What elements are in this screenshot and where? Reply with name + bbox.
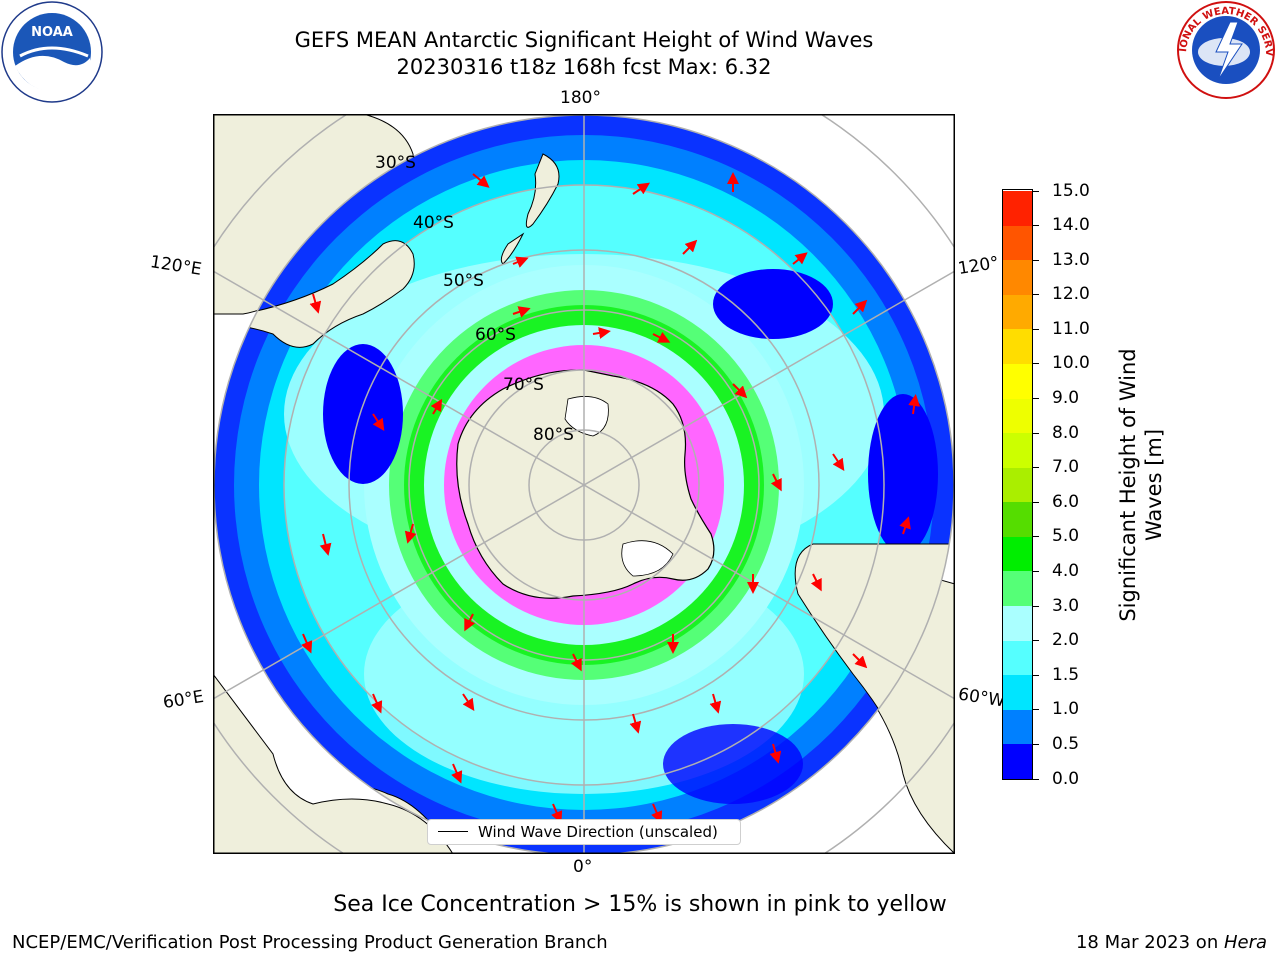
colorbar-tick-mark	[1033, 328, 1039, 330]
colorbar-band	[1003, 502, 1032, 537]
lat-label-30s: 30°S	[375, 153, 416, 173]
footer-date: 18 Mar 2023 on	[1075, 932, 1224, 953]
polar-map: 30°S 40°S 50°S 60°S 70°S 80°S	[213, 114, 955, 854]
colorbar-label-line-2: Waves [m]	[1142, 428, 1166, 542]
colorbar-tick-mark	[1033, 778, 1039, 780]
colorbar-tick-label: 3.0	[1052, 595, 1080, 616]
title-line-1: GEFS MEAN Antarctic Significant Height o…	[294, 28, 874, 52]
colorbar-tick-label: 15.0	[1052, 180, 1090, 201]
colorbar-tick-mark	[1033, 570, 1039, 572]
colorbar-band	[1003, 398, 1032, 434]
colorbar-tick-mark	[1033, 398, 1039, 400]
colorbar-tick-label: 1.0	[1052, 699, 1080, 720]
colorbar-tick-label: 0.5	[1052, 733, 1080, 754]
colorbar-tick-mark	[1033, 501, 1039, 503]
colorbar-band	[1003, 640, 1032, 676]
footer-host: Hera	[1223, 932, 1267, 953]
colorbar-band	[1003, 294, 1032, 330]
colorbar-tick-label: 9.0	[1052, 388, 1080, 409]
noaa-logo: NOAA	[1, 1, 103, 103]
colorbar-tick-mark	[1033, 432, 1039, 434]
colorbar-band	[1003, 260, 1032, 295]
colorbar-band	[1003, 329, 1032, 364]
colorbar-tick-label: 1.5	[1052, 664, 1080, 685]
colorbar-band	[1003, 675, 1032, 710]
colorbar-tick-label: 13.0	[1052, 249, 1090, 270]
colorbar-band	[1003, 225, 1032, 261]
colorbar-band	[1003, 709, 1032, 745]
lat-label-70s: 70°S	[503, 375, 544, 395]
colorbar-tick-mark	[1033, 259, 1039, 261]
colorbar-tick-mark	[1033, 225, 1039, 227]
lon-label-top: 180°	[560, 88, 601, 108]
colorbar-tick-mark	[1033, 467, 1039, 469]
colorbar-tick-mark	[1033, 536, 1039, 538]
colorbar-tick-mark	[1033, 190, 1039, 192]
sea-ice-note: Sea Ice Concentration > 15% is shown in …	[333, 892, 947, 917]
colorbar-band	[1003, 606, 1032, 641]
footer-right: 18 Mar 2023 on Hera	[1076, 932, 1267, 953]
nws-logo: NATIONAL WEATHER SERVICE	[1172, 0, 1275, 99]
colorbar-band	[1003, 536, 1032, 572]
colorbar-tick-mark	[1033, 709, 1039, 711]
colorbar-band	[1003, 363, 1032, 399]
lat-label-40s: 40°S	[413, 213, 454, 233]
colorbar-tick-mark	[1033, 294, 1039, 296]
colorbar-band	[1003, 571, 1032, 607]
colorbar-tick-label: 7.0	[1052, 457, 1080, 478]
svg-text:NOAA: NOAA	[31, 25, 73, 40]
map-legend: Wind Wave Direction (unscaled)	[427, 819, 741, 845]
lon-label-upper-left: 120°E	[148, 252, 203, 280]
lon-label-lower-right: 60°W	[956, 684, 1007, 712]
colorbar-band	[1003, 433, 1032, 468]
colorbar-tick-mark	[1033, 743, 1039, 745]
lat-label-80s: 80°S	[533, 425, 574, 445]
colorbar-tick-mark	[1033, 640, 1039, 642]
lon-label-upper-right: 120°	[956, 252, 1001, 280]
title-line-2: 20230316 t18z 168h fcst Max: 6.32	[396, 55, 772, 79]
colorbar-tick-label: 12.0	[1052, 284, 1090, 305]
colorbar-tick-label: 2.0	[1052, 630, 1080, 651]
colorbar-tick-label: 5.0	[1052, 526, 1080, 547]
colorbar-tick-label: 4.0	[1052, 560, 1080, 581]
colorbar-band	[1003, 467, 1032, 503]
footer-left: NCEP/EMC/Verification Post Processing Pr…	[12, 932, 608, 953]
colorbar	[1002, 189, 1033, 780]
colorbar-tick-label: 11.0	[1052, 318, 1090, 339]
lat-label-50s: 50°S	[443, 271, 484, 291]
colorbar-tick-mark	[1033, 674, 1039, 676]
wind-wave-arrows	[301, 172, 921, 824]
lon-label-lower-left: 60°E	[161, 686, 206, 714]
legend-label: Wind Wave Direction (unscaled)	[478, 823, 718, 841]
legend-line-swatch	[438, 831, 468, 832]
colorbar-tick-label: 10.0	[1052, 353, 1090, 374]
colorbar-band	[1003, 744, 1032, 779]
colorbar-label-line-1: Significant Height of Wind	[1116, 348, 1140, 622]
colorbar-tick-label: 0.0	[1052, 768, 1080, 789]
colorbar-band	[1003, 191, 1032, 226]
lat-label-60s: 60°S	[475, 325, 516, 345]
lon-label-bottom: 0°	[573, 857, 593, 877]
colorbar-tick-label: 6.0	[1052, 491, 1080, 512]
colorbar-tick-label: 14.0	[1052, 215, 1090, 236]
colorbar-tick-label: 8.0	[1052, 422, 1080, 443]
colorbar-tick-mark	[1033, 605, 1039, 607]
colorbar-tick-mark	[1033, 363, 1039, 365]
